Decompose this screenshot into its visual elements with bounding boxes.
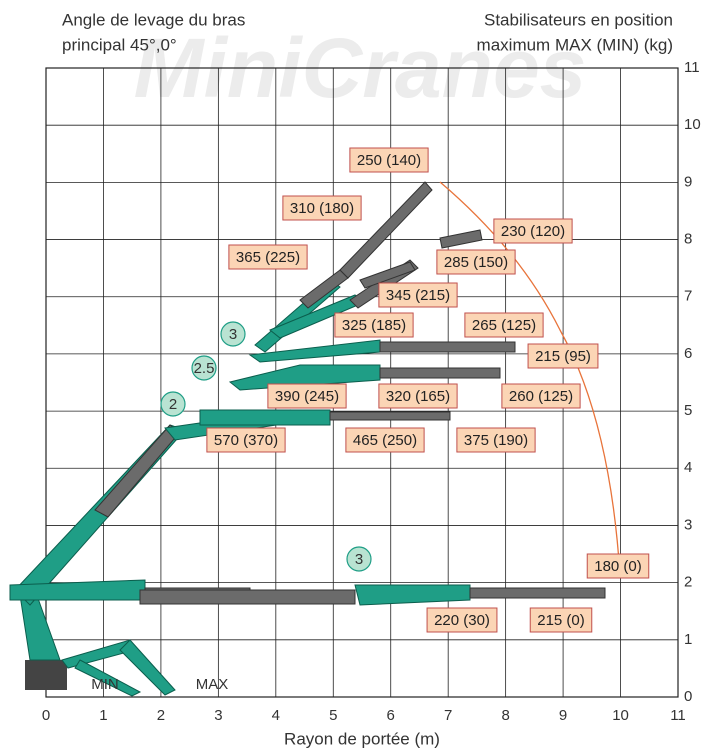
load-box (267, 383, 347, 409)
y-tick-label: 7 (684, 288, 692, 305)
load-label: 325 (185) (342, 317, 406, 334)
x-tick-label: 8 (501, 707, 509, 724)
load-box (436, 249, 516, 275)
load-label: 180 (0) (594, 558, 642, 575)
load-label: 260 (125) (509, 388, 573, 405)
load-box (493, 218, 573, 244)
x-tick-label: 0 (42, 707, 50, 724)
y-tick-label: 8 (684, 231, 692, 248)
load-box (426, 607, 498, 633)
outrigger-label: MAX (196, 676, 229, 693)
angle-line-1: Angle de levage du bras (62, 10, 245, 29)
load-box (349, 147, 429, 173)
load-box (527, 343, 599, 369)
x-tick-label: 4 (272, 707, 280, 724)
load-box (378, 282, 458, 308)
x-tick-label: 7 (444, 707, 452, 724)
x-tick-label: 1 (99, 707, 107, 724)
load-box (529, 607, 593, 633)
y-tick-label: 10 (684, 116, 701, 133)
x-axis-label: Rayon de portée (m) (284, 729, 440, 748)
angle-line-2: principal 45°,0° (62, 35, 177, 54)
y-tick-label: 5 (684, 402, 692, 419)
x-tick-label: 10 (612, 707, 629, 724)
load-label: 220 (30) (434, 612, 490, 629)
load-box (456, 427, 536, 453)
stabilizer-line-2: maximum MAX (MIN) (kg) (477, 35, 673, 54)
x-tick-label: 2 (157, 707, 165, 724)
stabilizer-line-1: Stabilisateurs en position (484, 10, 673, 29)
load-box (334, 312, 414, 338)
boom-angle-marker (160, 391, 186, 417)
load-label: 285 (150) (444, 254, 508, 271)
load-box (228, 244, 308, 270)
y-tick-label: 4 (684, 459, 692, 476)
x-tick-label: 6 (387, 707, 395, 724)
x-tick-label: 9 (559, 707, 567, 724)
boom-angle-marker (191, 355, 217, 381)
y-tick-label: 11 (684, 59, 700, 76)
load-label: 345 (215) (386, 287, 450, 304)
load-box (345, 427, 425, 453)
load-label: 310 (180) (290, 200, 354, 217)
load-label: 375 (190) (464, 432, 528, 449)
load-label: 230 (120) (501, 223, 565, 240)
y-tick-label: 1 (684, 631, 692, 648)
load-label: 320 (165) (386, 388, 450, 405)
load-label: 390 (245) (275, 388, 339, 405)
boom-angle-marker (220, 321, 246, 347)
load-box (206, 427, 286, 453)
load-label: 365 (225) (236, 249, 300, 266)
y-tick-label: 2 (684, 574, 692, 591)
outrigger-label: MIN (91, 676, 119, 693)
load-box (378, 383, 458, 409)
load-label: 265 (125) (472, 317, 536, 334)
y-tick-label: 9 (684, 173, 692, 190)
load-label: 250 (140) (357, 152, 421, 169)
crane (9, 181, 621, 697)
load-box (282, 195, 362, 221)
boom-angle-label: 3 (229, 326, 237, 343)
boom-angle-marker (346, 546, 372, 572)
load-label: 215 (0) (537, 612, 585, 629)
x-tick-label: 5 (329, 707, 337, 724)
load-label: 215 (95) (535, 348, 591, 365)
load-label: 465 (250) (353, 432, 417, 449)
y-tick-label: 6 (684, 345, 692, 362)
load-label: 570 (370) (214, 432, 278, 449)
y-tick-label: 0 (684, 688, 692, 705)
y-tick-label: 3 (684, 516, 692, 533)
load-box (501, 383, 581, 409)
x-tick-label: 11 (670, 707, 686, 724)
load-box (464, 312, 544, 338)
boom-angle-label: 3 (355, 551, 363, 568)
load-box (586, 553, 650, 579)
x-tick-label: 3 (214, 707, 222, 724)
boom-angle-label: 2 (169, 396, 177, 413)
boom-angle-label: 2.5 (194, 360, 215, 377)
